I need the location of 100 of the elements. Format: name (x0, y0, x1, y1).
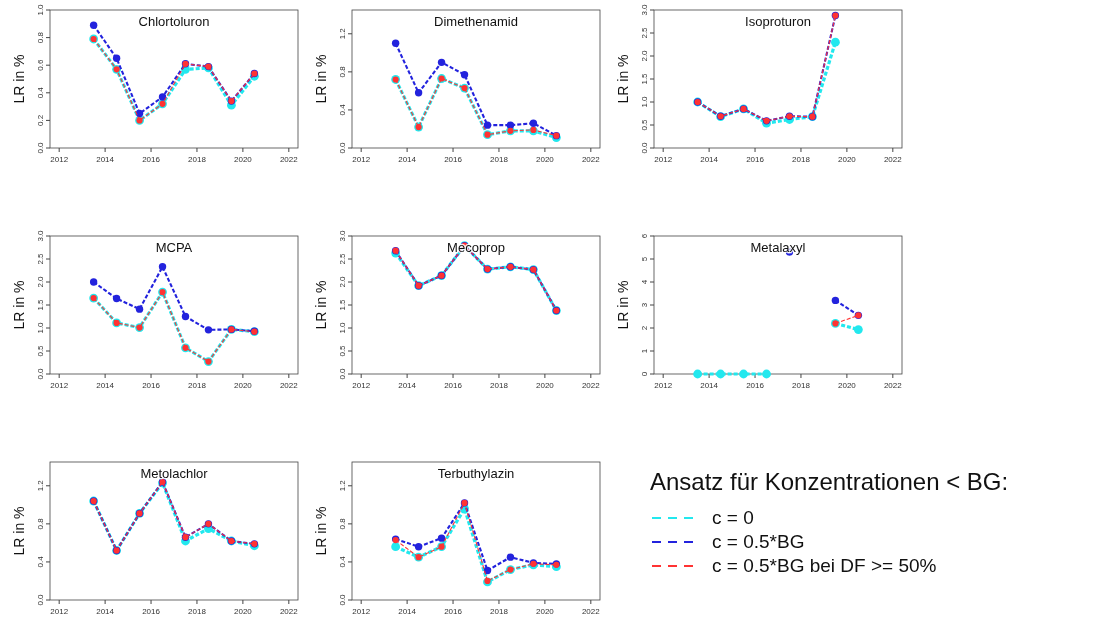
legend-title: Ansatz für Konzentrationen < BG: (650, 468, 1009, 495)
x-tick-label: 2018 (188, 381, 207, 390)
chart-title: Chlortoluron (138, 14, 210, 29)
y-tick-label: 0.4 (338, 555, 347, 568)
x-tick-label: 2014 (96, 155, 115, 164)
legend-label: c = 0 (712, 507, 754, 528)
y-tick-label: 0.0 (36, 593, 45, 606)
y-tick-label: 2.0 (338, 275, 347, 288)
y-tick-label: 3.0 (640, 3, 649, 16)
x-tick-label: 2022 (883, 381, 903, 390)
x-tick-label: 2016 (142, 155, 161, 164)
chart-title: Dimethenamid (434, 14, 518, 29)
y-axis-title: LR in % (313, 54, 329, 104)
x-tick-label: 2018 (188, 155, 207, 164)
y-tick-label: 0.8 (338, 65, 347, 78)
y-tick-label: 1.0 (36, 321, 45, 334)
x-tick-label: 2012 (50, 607, 69, 616)
x-tick-label: 2016 (444, 155, 463, 164)
y-tick-label: 2.5 (338, 252, 347, 265)
x-tick-label: 2014 (398, 155, 417, 164)
x-tick-label: 2020 (837, 381, 857, 390)
x-tick-label: 2012 (654, 155, 673, 164)
y-tick-label: 0.0 (36, 367, 45, 380)
x-tick-label: 2018 (490, 155, 509, 164)
y-tick-label: 3.0 (36, 229, 45, 242)
y-axis-title: LR in % (11, 506, 27, 556)
y-axis-title: LR in % (313, 280, 329, 330)
y-tick-label: 0.0 (36, 141, 45, 154)
legend-label: c = 0.5*BG bei DF >= 50% (712, 555, 937, 576)
chart-title: Metalaxyl (750, 240, 806, 255)
x-tick-label: 2022 (581, 155, 601, 164)
y-tick-label: 2 (640, 325, 649, 331)
y-tick-label: 0.5 (640, 118, 649, 131)
x-tick-label: 2020 (837, 155, 857, 164)
y-tick-label: 3 (640, 302, 649, 308)
x-tick-label: 2016 (142, 381, 161, 390)
y-axis-title: LR in % (11, 280, 27, 330)
x-tick-label: 2012 (352, 155, 371, 164)
y-tick-label: 6 (640, 233, 649, 239)
y-tick-label: 1.0 (36, 3, 45, 16)
x-tick-label: 2016 (746, 155, 765, 164)
y-tick-label: 1.0 (640, 95, 649, 108)
y-tick-label: 0.0 (640, 141, 649, 154)
x-tick-label: 2020 (535, 155, 555, 164)
y-tick-label: 4 (640, 279, 649, 285)
y-tick-label: 2.5 (36, 252, 45, 265)
y-tick-label: 0.4 (36, 555, 45, 568)
y-tick-label: 0.5 (36, 344, 45, 357)
y-tick-label: 0.2 (36, 114, 45, 126)
x-tick-label: 2014 (96, 607, 115, 616)
y-tick-label: 1.5 (338, 298, 347, 311)
chart-title: Isoproturon (745, 14, 811, 29)
x-tick-label: 2012 (352, 607, 371, 616)
x-tick-label: 2020 (233, 155, 253, 164)
x-tick-label: 2016 (444, 381, 463, 390)
x-tick-label: 2022 (279, 607, 299, 616)
x-tick-label: 2014 (398, 381, 417, 390)
y-tick-label: 2.0 (640, 49, 649, 62)
y-tick-label: 0.0 (338, 367, 347, 380)
y-tick-label: 0.8 (338, 517, 347, 530)
x-tick-label: 2018 (490, 381, 509, 390)
y-tick-label: 5 (640, 256, 649, 262)
x-tick-label: 2012 (50, 381, 69, 390)
x-tick-label: 2022 (581, 381, 601, 390)
y-axis-title: LR in % (615, 54, 631, 104)
y-tick-label: 0.4 (338, 103, 347, 116)
y-tick-label: 1.0 (338, 321, 347, 334)
x-tick-label: 2016 (746, 381, 765, 390)
x-tick-label: 2022 (581, 607, 601, 616)
y-axis-title: LR in % (313, 506, 329, 556)
legend-label: c = 0.5*BG (712, 531, 805, 552)
y-axis-title: LR in % (615, 280, 631, 330)
y-tick-label: 0.4 (36, 86, 45, 99)
x-tick-label: 2014 (700, 381, 719, 390)
x-tick-label: 2018 (188, 607, 207, 616)
y-tick-label: 0.6 (36, 59, 45, 71)
x-tick-label: 2016 (142, 607, 161, 616)
y-tick-label: 0.8 (36, 517, 45, 530)
x-tick-label: 2020 (535, 607, 555, 616)
y-tick-label: 1 (640, 348, 649, 354)
x-tick-label: 2014 (700, 155, 719, 164)
x-tick-label: 2012 (50, 155, 69, 164)
y-tick-label: 1.5 (36, 298, 45, 311)
y-tick-label: 1.5 (640, 72, 649, 85)
chart-title: Terbuthylazin (437, 466, 515, 481)
x-tick-label: 2022 (279, 155, 299, 164)
x-tick-label: 2022 (279, 381, 299, 390)
x-tick-label: 2014 (398, 607, 417, 616)
y-tick-label: 3.0 (338, 229, 347, 242)
x-tick-label: 2018 (490, 607, 509, 616)
y-tick-label: 2.5 (640, 26, 649, 39)
y-tick-label: 2.0 (36, 275, 45, 288)
x-tick-label: 2012 (654, 381, 673, 390)
y-axis-title: LR in % (11, 54, 27, 104)
x-tick-label: 2022 (883, 155, 903, 164)
y-tick-label: 1.2 (338, 27, 347, 40)
y-tick-label: 0 (640, 371, 649, 377)
y-tick-label: 0.0 (338, 141, 347, 154)
y-tick-label: 0.0 (338, 593, 347, 606)
y-tick-label: 1.2 (338, 479, 347, 492)
